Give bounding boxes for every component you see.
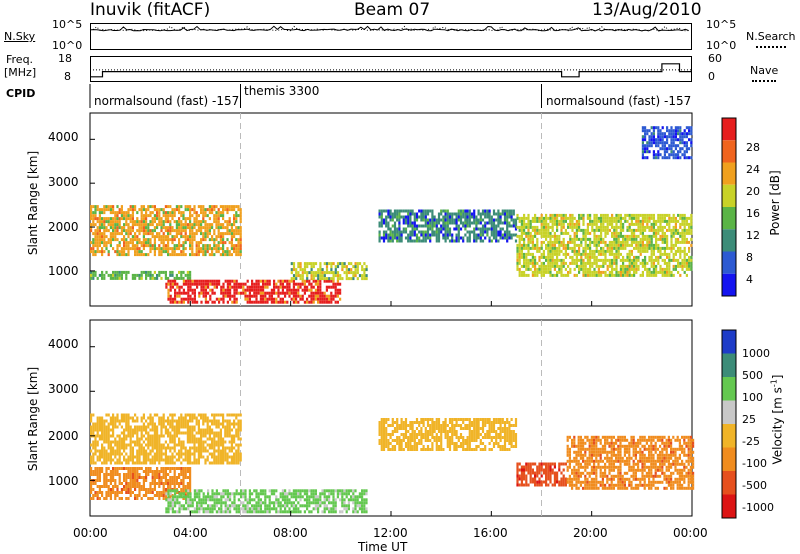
velocity-colorbar-swatch-2 bbox=[722, 377, 736, 401]
power-colorbar-swatch-0 bbox=[722, 118, 736, 141]
velocity-cbar-tick-neg500: -500 bbox=[742, 479, 767, 492]
cpid-segment-2: themis 3300 bbox=[244, 84, 320, 98]
xtick-12: 12:00 bbox=[373, 526, 408, 540]
velocity-cbar-tick-100: 100 bbox=[742, 391, 763, 404]
velocity-colorbar-swatch-5 bbox=[722, 447, 736, 471]
velocity-region-0 bbox=[90, 413, 242, 465]
power-region-0 bbox=[90, 205, 242, 257]
nsearch-line bbox=[89, 25, 689, 32]
power-cbar-tick-28: 28 bbox=[746, 141, 760, 154]
velocity-colorbar-swatch-4 bbox=[722, 424, 736, 448]
freq-tick-bottom: 8 bbox=[64, 70, 71, 83]
freq-label-2: [MHz] bbox=[4, 66, 37, 79]
date-title: 13/Aug/2010 bbox=[592, 0, 702, 20]
nave-tick-bottom: 0 bbox=[708, 70, 715, 83]
power-colorbar-swatch-2 bbox=[722, 162, 736, 185]
nsearch-tick-bottom: 10^0 bbox=[706, 39, 737, 52]
velocity-region-4 bbox=[516, 462, 567, 487]
nsky-line bbox=[89, 25, 689, 32]
nsky-tick-bottom: 10^0 bbox=[52, 39, 83, 52]
nave-label: Nave bbox=[750, 64, 779, 77]
velocity-cbar-tick-neg1000: -1000 bbox=[742, 501, 774, 514]
velocity-colorbar-swatch-3 bbox=[722, 400, 736, 424]
velocity-cbar-tick-500: 500 bbox=[742, 369, 763, 382]
power-region-6 bbox=[641, 126, 693, 160]
xtick-20: 20:00 bbox=[573, 526, 608, 540]
xtick-08: 08:00 bbox=[273, 526, 308, 540]
xtick-16: 16:00 bbox=[473, 526, 508, 540]
station-title: Inuvik (fitACF) bbox=[90, 0, 211, 20]
velocity-colorbar-swatch-7 bbox=[722, 494, 736, 518]
nsearch-label: N.Search bbox=[746, 30, 796, 43]
power-colorbar-swatch-4 bbox=[722, 207, 736, 230]
power-ytick-3000: 3000 bbox=[48, 175, 79, 189]
cpid-label: CPID bbox=[6, 87, 36, 100]
power-cbar-tick-12: 12 bbox=[746, 229, 760, 242]
power-region-5 bbox=[516, 213, 693, 277]
power-cbar-tick-16: 16 bbox=[746, 207, 760, 220]
freq-label-1: Freq. bbox=[6, 53, 34, 66]
xtick-00: 00:00 bbox=[73, 526, 108, 540]
velocity-ytick-1000: 1000 bbox=[48, 474, 79, 488]
velocity-cbar-tick-25: 25 bbox=[742, 413, 756, 426]
xtick-24: 00:00 bbox=[673, 526, 708, 540]
cpid-segment-3: normalsound (fast) -157 bbox=[546, 94, 692, 108]
power-colorbar-swatch-1 bbox=[722, 140, 736, 163]
power-colorbar-swatch-5 bbox=[722, 229, 736, 252]
power-ytick-4000: 4000 bbox=[48, 130, 79, 144]
velocity-cbar-tick-neg100: -100 bbox=[742, 457, 767, 470]
velocity-ytick-4000: 4000 bbox=[48, 337, 79, 351]
beam-title: Beam 07 bbox=[354, 0, 431, 20]
velocity-ytick-3000: 3000 bbox=[48, 382, 79, 396]
power-region-1 bbox=[90, 270, 192, 280]
power-cbar-tick-20: 20 bbox=[746, 185, 760, 198]
nsearch-tick-top: 10^5 bbox=[706, 18, 737, 31]
velocity-colorbar-swatch-6 bbox=[722, 471, 736, 495]
power-region-3 bbox=[290, 262, 368, 281]
velocity-colorbar-swatch-1 bbox=[722, 353, 736, 377]
power-cbar-tick-24: 24 bbox=[746, 163, 760, 176]
power-cbar-tick-8: 8 bbox=[746, 251, 753, 264]
nsky-panel bbox=[90, 23, 692, 50]
velocity-colorbar-frame bbox=[721, 329, 737, 519]
xaxis-label: Time UT bbox=[358, 540, 408, 554]
power-region-2 bbox=[165, 279, 342, 304]
power-colorbar-swatch-3 bbox=[722, 184, 736, 207]
cpid-segment-1: normalsound (fast) -157 bbox=[94, 94, 240, 108]
xtick-04: 04:00 bbox=[173, 526, 208, 540]
power-ytick-1000: 1000 bbox=[48, 264, 79, 278]
power-colorbar-swatch-7 bbox=[722, 273, 736, 296]
nsearch-dotted-key bbox=[756, 46, 786, 48]
nave-dotted-key bbox=[752, 80, 776, 82]
velocity-cbar-tick-neg25: -25 bbox=[742, 435, 760, 448]
freq-panel bbox=[90, 56, 692, 82]
velocity-ytick-2000: 2000 bbox=[48, 429, 79, 443]
power-cbar-tick-4: 4 bbox=[746, 273, 753, 286]
power-region-4 bbox=[378, 209, 518, 243]
nsky-label: N.Sky bbox=[4, 30, 36, 43]
power-colorbar-swatch-6 bbox=[722, 251, 736, 274]
velocity-region-2 bbox=[165, 489, 368, 514]
freq-line bbox=[90, 63, 692, 78]
velocity-colorbar-swatch-0 bbox=[722, 330, 736, 354]
nave-tick-top: 60 bbox=[708, 52, 722, 65]
power-ytick-2000: 2000 bbox=[48, 220, 79, 234]
velocity-region-5 bbox=[566, 435, 695, 490]
velocity-cbar-tick-1000: 1000 bbox=[742, 347, 770, 360]
power-colorbar-frame bbox=[721, 117, 737, 297]
velocity-region-3 bbox=[378, 418, 518, 451]
freq-tick-top: 18 bbox=[58, 52, 72, 65]
nsky-tick-top: 10^5 bbox=[52, 18, 83, 31]
